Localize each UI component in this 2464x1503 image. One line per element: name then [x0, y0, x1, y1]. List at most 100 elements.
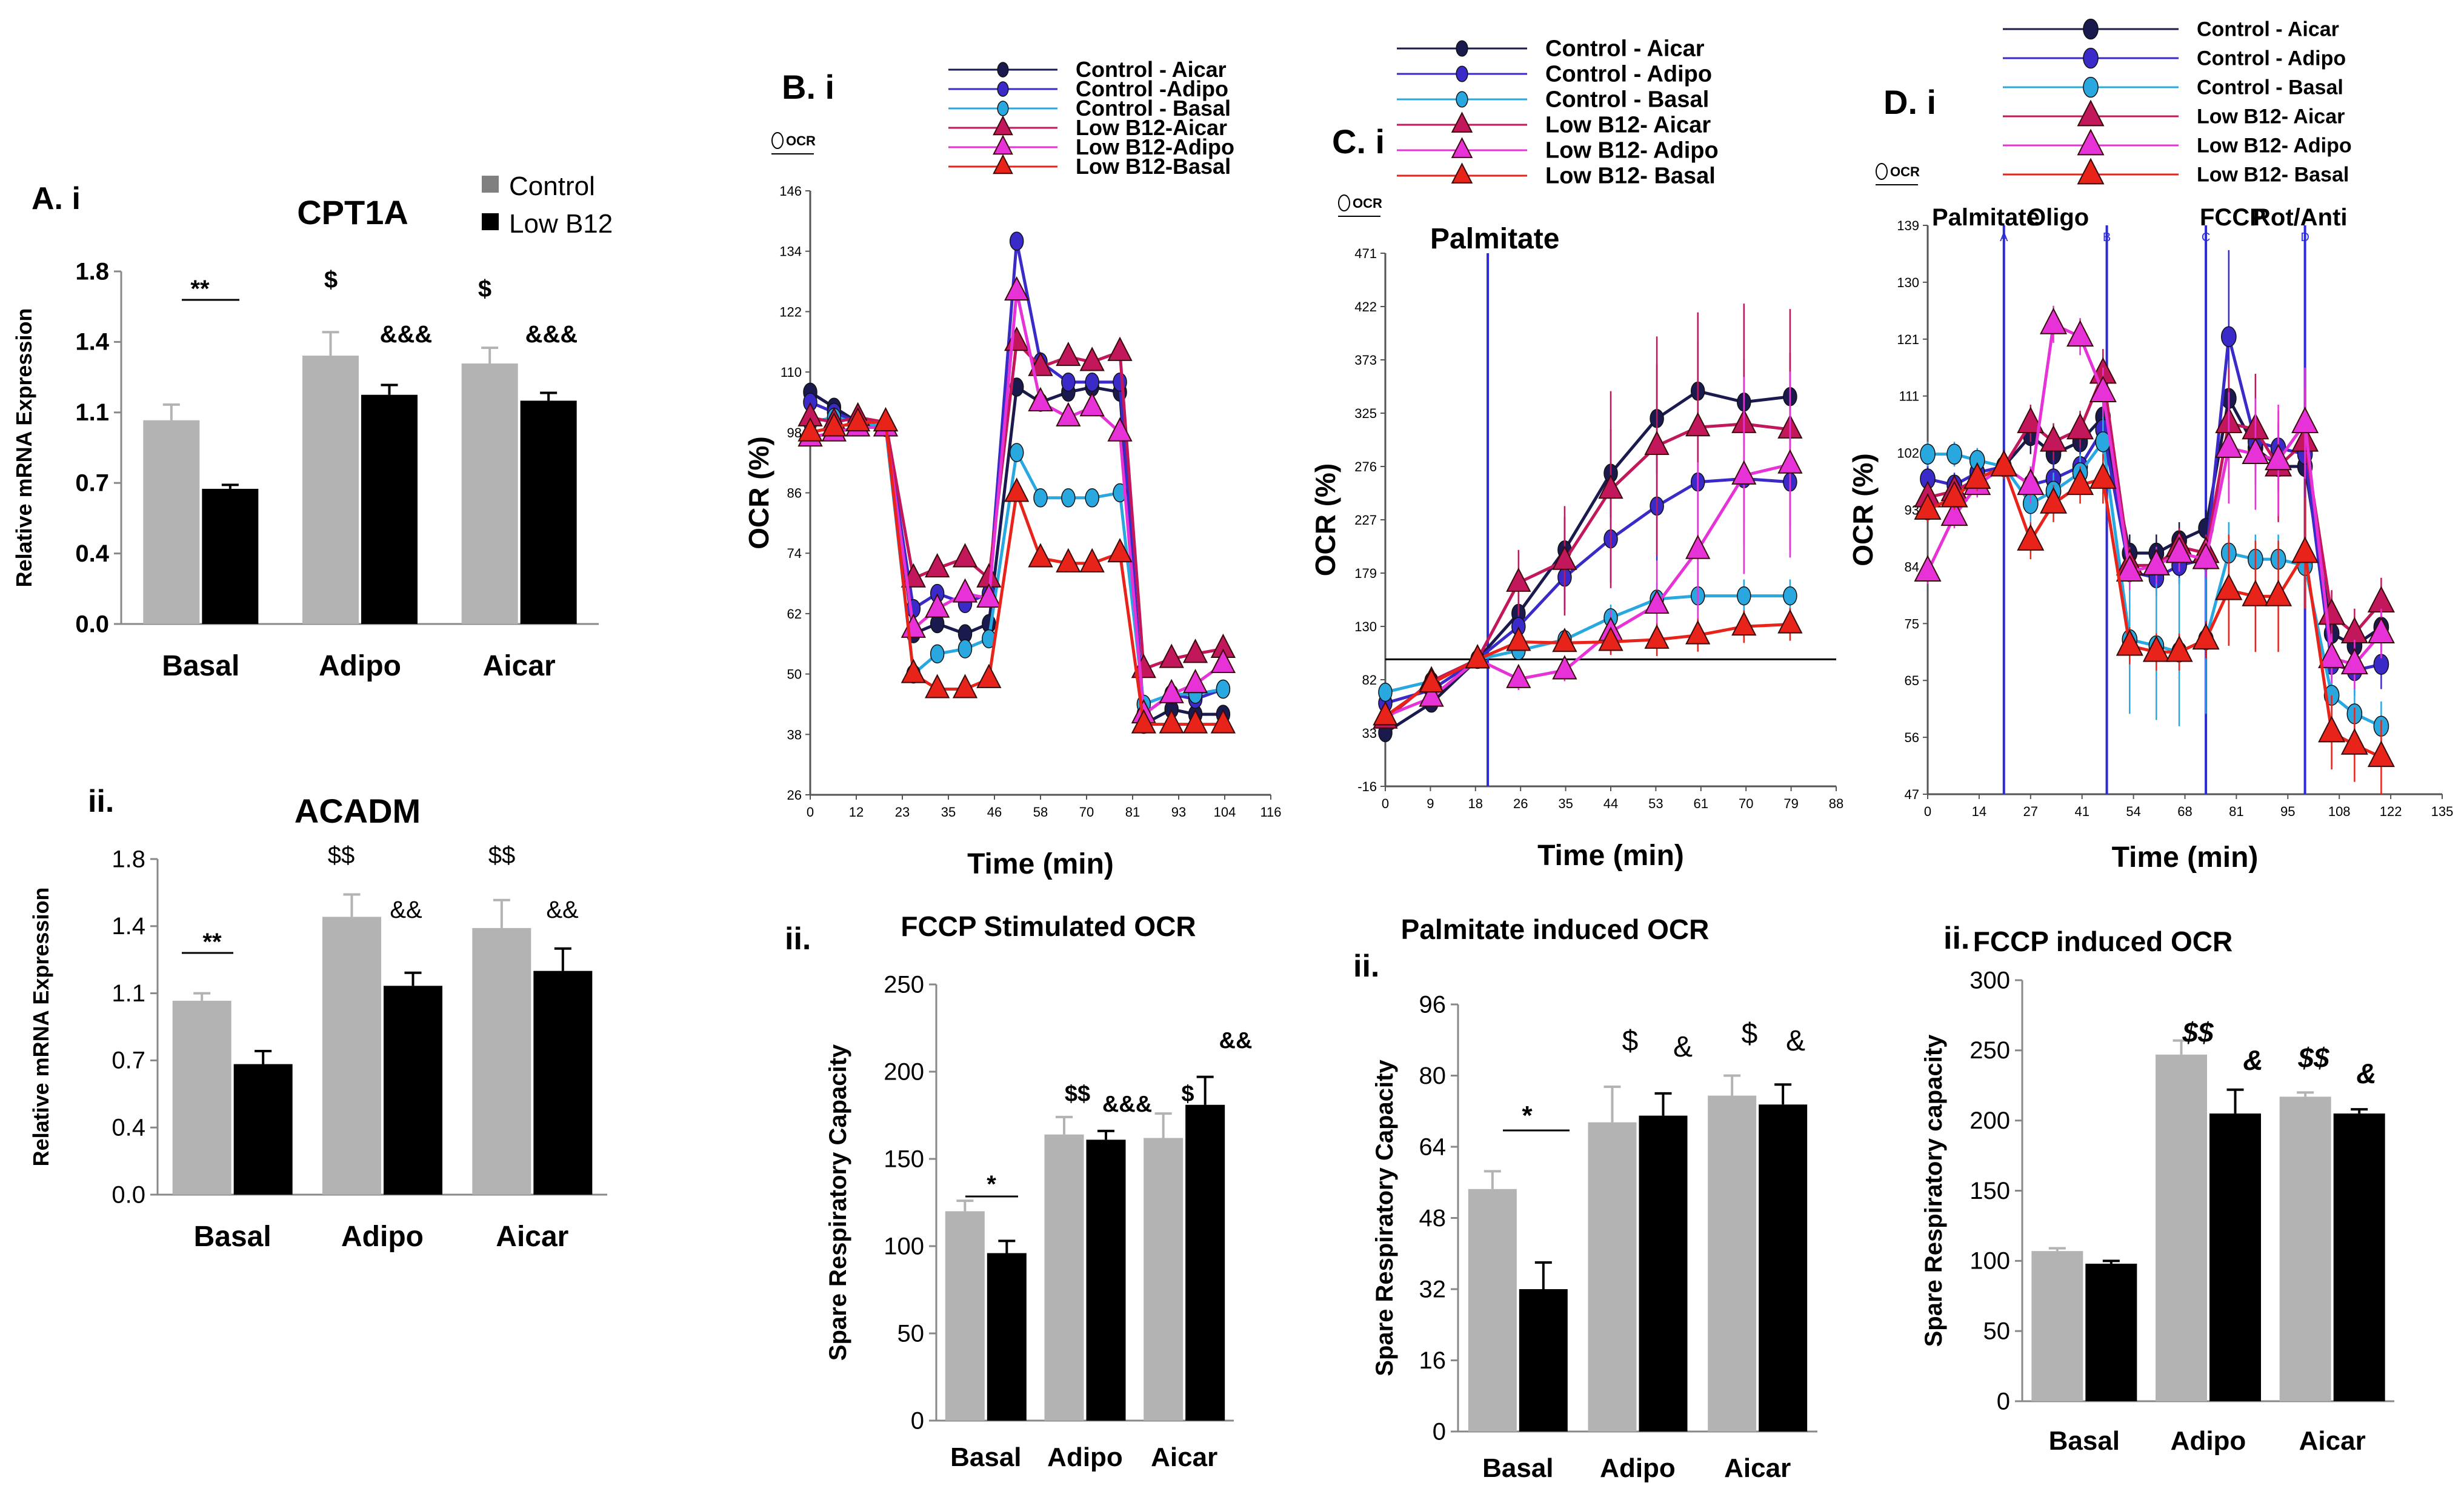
data-point — [957, 639, 973, 659]
significance-annotation: ** — [190, 276, 210, 302]
data-point — [2066, 413, 2094, 440]
bar-low-b12 — [2333, 1113, 2385, 1401]
y-axis-label: Relative mRNA Expression — [28, 888, 53, 1167]
data-point — [2165, 635, 2193, 662]
series-line — [1384, 623, 1791, 718]
x-tick-label: 12 — [849, 805, 864, 820]
y-tick-label: 102 — [1897, 446, 1919, 461]
y-tick-label: 32 — [1419, 1276, 1447, 1302]
injection-port-letter: D — [2300, 231, 2309, 244]
y-tick-label: 146 — [779, 184, 802, 199]
y-tick-label: 422 — [1354, 299, 1377, 314]
data-point — [2089, 376, 2117, 402]
y-axis-label: OCR (%) — [743, 436, 774, 549]
data-point — [2291, 406, 2319, 434]
data-point — [1685, 620, 1711, 645]
data-point — [1004, 477, 1030, 502]
significance-annotation: $ — [1742, 1018, 1758, 1050]
legend-label: Control - Basal — [2197, 76, 2343, 99]
significance-annotation: ** — [202, 929, 222, 955]
injection-label: Rot/Anti — [2253, 204, 2348, 231]
data-point — [2318, 641, 2346, 668]
y-axis-label: OCR (%) — [1847, 453, 1879, 566]
data-point — [1056, 341, 1081, 367]
injection-port-letter: C — [2202, 231, 2210, 244]
legend-marker — [993, 134, 1013, 155]
x-tick-label: 23 — [895, 805, 910, 820]
data-point — [1644, 624, 1670, 649]
data-point — [2017, 524, 2045, 551]
legend-marker — [2083, 18, 2099, 40]
data-point — [2215, 431, 2243, 458]
data-point — [1378, 682, 1393, 702]
y-tick-label: 373 — [1354, 353, 1377, 368]
significance-annotation: & — [1786, 1025, 1805, 1057]
data-point — [1685, 412, 1711, 437]
x-tick-label: 0 — [1382, 796, 1389, 811]
y-axis-label: Spare Respiratory capacity — [1920, 1034, 1947, 1347]
y-tick-label: 110 — [781, 365, 802, 380]
legend-marker — [993, 115, 1013, 136]
legend-label: Control -Adipo — [1076, 76, 1228, 101]
bar-low-b12 — [2209, 1113, 2261, 1401]
data-point — [1914, 555, 1942, 582]
data-point — [873, 406, 899, 432]
x-tick-label: 88 — [1829, 796, 1843, 811]
data-point — [925, 552, 950, 578]
data-point — [1777, 449, 1803, 474]
data-point — [2367, 617, 2395, 644]
legend-marker — [1456, 65, 1468, 82]
bar-low-b12 — [1639, 1115, 1688, 1432]
significance-annotation: & — [2356, 1058, 2376, 1089]
data-point — [976, 663, 1002, 688]
data-point — [2340, 728, 2368, 755]
data-point — [1777, 609, 1803, 634]
data-point — [901, 659, 926, 683]
legend-marker — [1456, 40, 1468, 57]
x-tick-label: 81 — [1125, 805, 1140, 820]
legend-label: Low B12- Aicar — [2197, 105, 2345, 128]
significance-annotation: &&& — [380, 321, 433, 348]
data-point — [2039, 486, 2068, 514]
data-point — [930, 644, 945, 664]
x-axis-label: Time (min) — [1537, 840, 1684, 872]
y-tick-label: 250 — [1970, 1037, 2010, 1064]
legend-label: Control - Adipo — [2197, 47, 2346, 70]
category-label: Adipo — [1047, 1442, 1123, 1472]
category-label: Aicar — [483, 650, 556, 682]
data-point — [1506, 567, 1531, 592]
ocr-legend-icon — [1338, 194, 1350, 211]
x-tick-label: 122 — [2380, 804, 2402, 819]
legend-marker — [2077, 99, 2105, 127]
y-tick-label: 200 — [884, 1058, 924, 1085]
legend-marker — [2083, 47, 2099, 69]
significance-annotation: $ — [1181, 1081, 1194, 1107]
legend-label: Low B12- Aicar — [1545, 113, 1711, 138]
y-tick-label: 0 — [1997, 1388, 2010, 1415]
chart-title: Palmitate induced OCR — [1401, 914, 1710, 945]
x-tick-label: 46 — [987, 805, 1002, 820]
series-low-b12-adipo — [1914, 305, 2395, 689]
data-point — [1107, 538, 1133, 563]
x-tick-label: 0 — [1924, 804, 1931, 819]
significance-annotation: & — [1673, 1031, 1693, 1063]
injection-port-letter: B — [2103, 231, 2111, 244]
y-tick-label: 325 — [1354, 406, 1377, 421]
x-tick-label: 14 — [1972, 804, 1986, 819]
legend-label: Control - Aicar — [1545, 36, 1705, 62]
chart-title: FCCP Stimulated OCR — [901, 911, 1196, 942]
legend-label: Low B12- Basal — [1545, 164, 1716, 189]
bar-low-b12 — [384, 986, 442, 1195]
data-point — [1056, 548, 1081, 572]
bar-control — [1144, 1138, 1184, 1421]
chart-b_ii: 0 50 100 150 200 250 Spare Respiratory Capacit… — [785, 911, 1252, 1472]
significance-annotation: && — [390, 897, 422, 923]
data-point — [797, 417, 823, 442]
bar-control — [322, 917, 381, 1195]
data-point — [1182, 639, 1208, 663]
data-point — [1079, 548, 1105, 572]
legend-marker — [2083, 76, 2099, 98]
bar-control — [1588, 1122, 1637, 1432]
legend-label: Low B12- Basal — [2197, 163, 2349, 186]
